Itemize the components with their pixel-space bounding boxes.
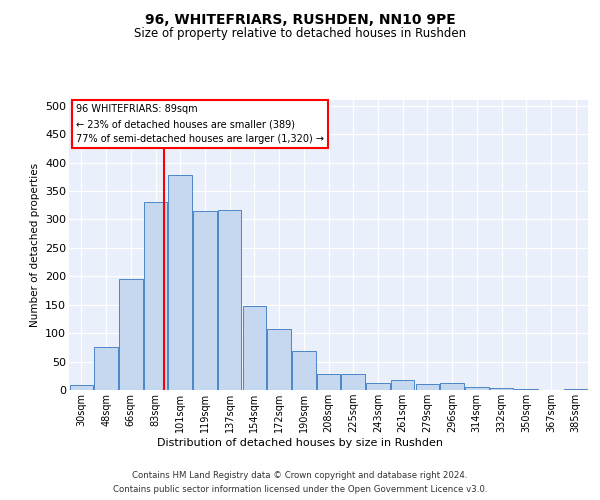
Bar xyxy=(416,384,439,390)
Bar xyxy=(292,352,316,390)
Bar xyxy=(514,389,538,390)
Bar xyxy=(268,328,291,390)
Y-axis label: Number of detached properties: Number of detached properties xyxy=(29,163,40,327)
Bar xyxy=(218,210,241,390)
Text: Contains HM Land Registry data © Crown copyright and database right 2024.: Contains HM Land Registry data © Crown c… xyxy=(132,472,468,480)
Bar xyxy=(169,175,192,390)
Text: 96 WHITEFRIARS: 89sqm
← 23% of detached houses are smaller (389)
77% of semi-det: 96 WHITEFRIARS: 89sqm ← 23% of detached … xyxy=(76,104,324,144)
Bar xyxy=(94,348,118,390)
Bar xyxy=(242,306,266,390)
Bar xyxy=(70,386,93,390)
Bar xyxy=(490,388,513,390)
Bar xyxy=(341,374,365,390)
Bar xyxy=(144,202,167,390)
Bar xyxy=(366,383,389,390)
Bar xyxy=(465,386,488,390)
Bar xyxy=(317,374,340,390)
Text: Size of property relative to detached houses in Rushden: Size of property relative to detached ho… xyxy=(134,28,466,40)
Bar xyxy=(193,211,217,390)
Text: 96, WHITEFRIARS, RUSHDEN, NN10 9PE: 96, WHITEFRIARS, RUSHDEN, NN10 9PE xyxy=(145,12,455,26)
Bar xyxy=(119,279,143,390)
Bar xyxy=(391,380,415,390)
Text: Distribution of detached houses by size in Rushden: Distribution of detached houses by size … xyxy=(157,438,443,448)
Bar xyxy=(440,383,464,390)
Text: Contains public sector information licensed under the Open Government Licence v3: Contains public sector information licen… xyxy=(113,484,487,494)
